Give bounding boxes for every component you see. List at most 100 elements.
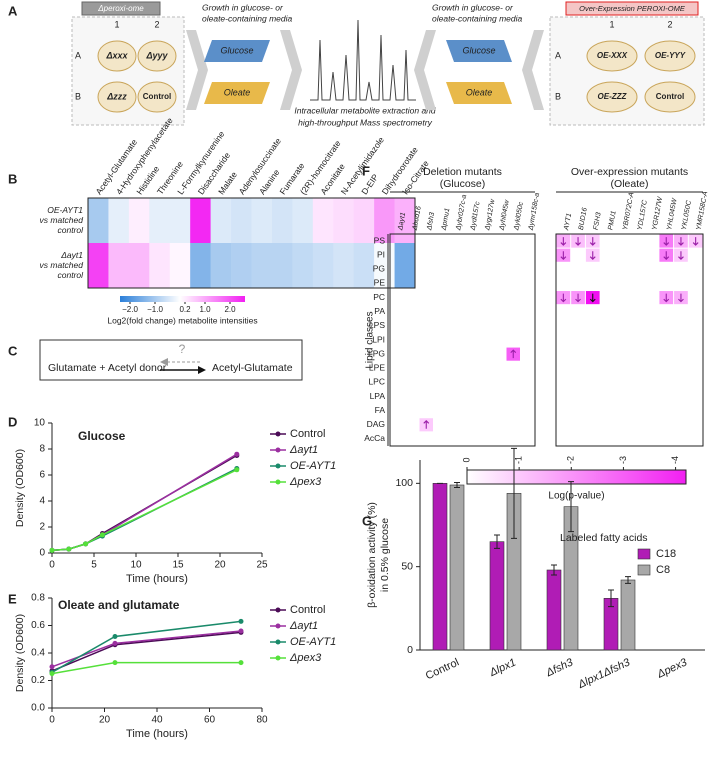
bar	[620, 579, 636, 651]
yeast-cell	[644, 40, 696, 72]
direction-arrow	[589, 251, 596, 260]
column-label: FSH3	[593, 212, 603, 231]
heat-cell	[190, 243, 211, 289]
column-label: YKL050C	[681, 199, 693, 231]
reaction-box	[39, 339, 303, 381]
row-label: vs matched	[40, 215, 84, 225]
y-tick-label: 100	[395, 477, 413, 489]
heat-cell	[88, 198, 109, 244]
column-label: YDL157C	[637, 199, 649, 231]
legend-marker	[275, 607, 281, 613]
row-label: Δayt1	[60, 250, 83, 260]
x-tick-label: 0	[49, 560, 55, 571]
y-tick-label: 50	[401, 560, 413, 572]
direction-arrow	[663, 237, 670, 246]
x-tick-label: Δpex3	[655, 656, 690, 681]
x-tick-label: 20	[99, 715, 111, 726]
error-bar	[625, 576, 631, 584]
point	[112, 640, 118, 646]
yeast-cell	[586, 40, 638, 72]
error-bar	[454, 482, 460, 488]
x-tick-label: Δfsh3	[543, 656, 575, 680]
row-label: A	[75, 50, 81, 60]
colorbar-tick-label: -4	[670, 456, 680, 464]
error-bar	[608, 589, 614, 608]
direction-arrow	[589, 237, 596, 246]
y-tick-label: 0	[407, 644, 413, 656]
direction-arrow	[575, 237, 581, 246]
y-tick-label: 0	[39, 548, 45, 559]
yeast-cell	[137, 40, 177, 72]
colorbar-tick-label: 0	[461, 457, 471, 462]
colorbar-label: Log(p-value)	[548, 491, 604, 502]
row-label: PC	[373, 292, 385, 302]
series-line	[51, 454, 238, 552]
direction-arrow	[575, 293, 581, 303]
x-tick-label: 25	[256, 560, 268, 571]
y-tick-label: 0.6	[31, 620, 45, 631]
column-label: 1	[609, 19, 614, 29]
heat-cell	[210, 243, 232, 289]
point	[83, 541, 89, 547]
media-label: Oleate	[224, 87, 251, 97]
x-tick-label: 80	[256, 715, 268, 726]
legend-label: C18	[656, 548, 676, 560]
heatmap-border	[87, 197, 416, 289]
heat-cell	[251, 243, 273, 289]
column-label: Δydl157c	[469, 201, 481, 232]
media-glucose	[446, 40, 512, 62]
bar	[449, 484, 465, 651]
colorbar-tick-label: -2	[566, 456, 576, 464]
legend-swatch	[637, 564, 651, 576]
direction-arrow	[423, 420, 430, 429]
series-line	[51, 453, 238, 552]
row-label: LPA	[370, 391, 386, 401]
growth-text: oleate-containing media	[432, 13, 523, 23]
column-label: Δykl050c	[513, 201, 525, 232]
legend-label: OE-AYT1	[290, 460, 336, 472]
point	[66, 546, 72, 552]
arrow-head	[160, 358, 168, 366]
legend-swatch	[637, 548, 651, 560]
row-label: OE-AYT1	[47, 205, 83, 215]
legend-label: Δayt1	[289, 620, 318, 632]
legend-marker	[275, 431, 281, 437]
media-label: Glucose	[220, 45, 253, 55]
panel-label: E	[8, 591, 17, 606]
legend-marker	[275, 623, 281, 629]
media-oleate	[446, 82, 512, 104]
product: Acetyl-Glutamate	[212, 362, 293, 374]
strain: Δzzz	[106, 91, 127, 101]
y-tick-label: 8	[39, 444, 45, 455]
strain: OE-ZZZ	[598, 92, 628, 101]
panel-label: G	[362, 513, 372, 528]
x-tick-label: 40	[151, 715, 163, 726]
strain: Control	[143, 92, 171, 101]
colorbar-tick-label: -1	[514, 456, 524, 464]
heat-cell	[333, 198, 354, 244]
heat-cell	[128, 198, 150, 244]
column-label: BUD16	[578, 207, 589, 231]
direction-arrow	[560, 251, 567, 260]
matrix-border	[555, 233, 704, 447]
point	[99, 532, 105, 538]
panel-label: D	[8, 414, 17, 429]
series-line	[51, 620, 242, 673]
bar	[546, 569, 562, 651]
column-label: Δymr158c-a	[527, 192, 541, 231]
y-tick-label: 10	[34, 418, 46, 429]
direction-arrow	[663, 293, 670, 303]
y-axis-label: Lipid classes	[365, 311, 376, 368]
arrow-head	[198, 366, 206, 374]
colorbar-tick-label: 1.0	[199, 305, 211, 314]
growth-text: Growth in glucose- or	[202, 2, 284, 12]
heat-cell	[231, 198, 252, 244]
strain: Control	[656, 92, 684, 101]
y-tick-label: 0.0	[31, 703, 45, 714]
yeast-cell	[644, 81, 696, 113]
y-axis-label: Density (OD600)	[14, 614, 26, 692]
x-axis-label: Time (hours)	[126, 728, 188, 740]
series-line	[51, 661, 241, 675]
direction-arrow	[678, 251, 684, 260]
